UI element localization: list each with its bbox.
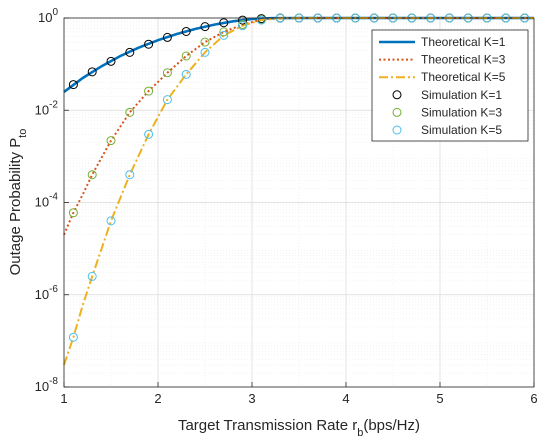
marker-simulation-k-5: [68, 332, 78, 342]
marker-simulation-k-1: [144, 39, 154, 49]
legend-swatch-simulation-k-3: [392, 107, 402, 117]
marker-simulation-k-3: [200, 37, 210, 47]
marker-simulation-k-3: [219, 27, 229, 37]
y-tick-label: 10-2: [35, 99, 59, 117]
marker-simulation-k-5: [200, 47, 210, 57]
x-axis-label-unit: (bps/Hz): [363, 417, 420, 434]
marker-simulation-k-1: [162, 32, 172, 42]
y-tick-label: 10-4: [35, 192, 59, 210]
legend-swatch-simulation-k-1: [392, 90, 402, 100]
marker-simulation-k-1: [219, 18, 229, 28]
marker-simulation-k-3: [68, 208, 78, 218]
x-axis-label-subscript: b: [357, 427, 363, 439]
marker-simulation-k-3: [87, 170, 97, 180]
y-axis-label-subscript: to: [17, 129, 29, 138]
marker-simulation-k-5: [219, 30, 229, 40]
marker-simulation-k-5: [256, 15, 266, 25]
legend-label-theoretical-k-5: Theoretical K=5: [421, 70, 506, 84]
marker-simulation-k-3: [181, 51, 191, 61]
marker-simulation-k-5: [87, 271, 97, 281]
y-tick-label: 100: [38, 7, 58, 25]
minor-grid: [64, 18, 534, 387]
legend-box: [371, 29, 529, 142]
x-tick-label: 5: [436, 391, 443, 406]
y-axis-label-main: Outage Probability P: [7, 138, 24, 276]
series-line-theoretical-k-5: [63, 17, 534, 366]
x-axis-label-main: Target Transmission Rate r: [178, 417, 357, 434]
legend: Theoretical K=1 Theoretical K=3 Theoretica…: [371, 29, 529, 142]
marker-simulation-k-1: [106, 56, 116, 66]
y-axis-label: Outage Probability Pto: [7, 129, 29, 276]
marker-simulation-k-5: [238, 21, 248, 31]
y-axis-ticks: 10-8 10-6 10-4 10-2 100: [35, 7, 69, 394]
marker-simulation-k-1: [125, 47, 135, 57]
x-tick-label: 2: [154, 391, 161, 406]
marker-simulation-k-5: [181, 69, 191, 79]
legend-swatch-simulation-k-5: [392, 125, 402, 135]
marker-simulation-k-1: [181, 26, 191, 36]
y-tick-label: 10-8: [35, 376, 59, 394]
marker-simulation-k-1: [87, 67, 97, 77]
marker-simulation-k-3: [106, 136, 116, 146]
marker-simulation-k-3: [144, 86, 154, 96]
marker-simulation-k-5: [144, 129, 154, 139]
x-tick-label: 4: [342, 391, 349, 406]
legend-label-simulation-k-5: Simulation K=5: [421, 123, 502, 137]
y-tick-label: 10-6: [35, 284, 59, 302]
x-axis-ticks: 1 2 3 4 5 6: [60, 382, 538, 406]
marker-simulation-k-5: [125, 170, 135, 180]
x-axis-label: Target Transmission Rate rb(bps/Hz): [178, 417, 420, 439]
marker-simulation-k-5: [106, 216, 116, 226]
marker-simulation-k-1: [238, 15, 248, 25]
legend-label-simulation-k-3: Simulation K=3: [421, 105, 502, 119]
marker-simulation-k-1: [200, 22, 210, 32]
x-tick-label: 3: [248, 391, 255, 406]
marker-simulation-k-1: [68, 80, 78, 90]
marker-simulation-k-3: [125, 107, 135, 117]
legend-label-theoretical-k-1: Theoretical K=1: [421, 35, 506, 49]
legend-label-theoretical-k-3: Theoretical K=3: [421, 53, 506, 67]
series-line-theoretical-k-3: [63, 17, 534, 236]
x-tick-label: 1: [60, 391, 67, 406]
x-tick-label: 6: [530, 391, 537, 406]
marker-simulation-k-5: [162, 95, 172, 105]
marker-simulation-k-3: [162, 68, 172, 78]
legend-label-simulation-k-1: Simulation K=1: [421, 88, 502, 102]
